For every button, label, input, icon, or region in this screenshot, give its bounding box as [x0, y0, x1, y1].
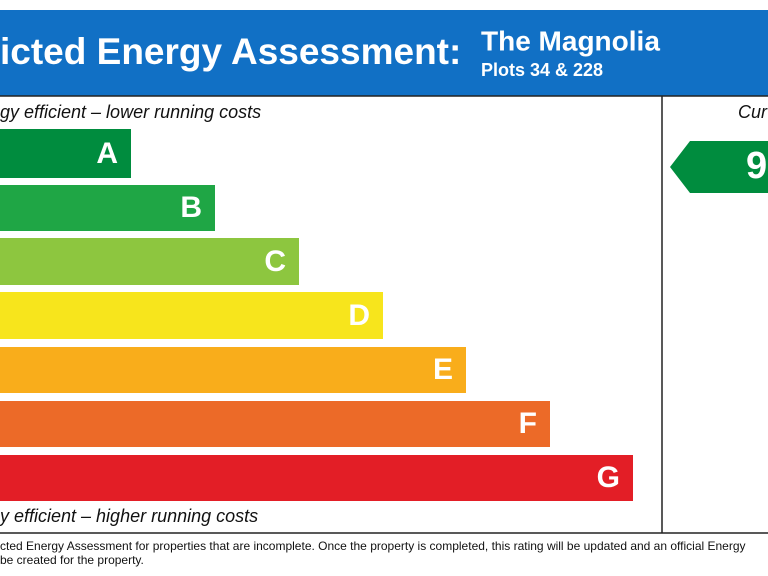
footer-line: cted Energy Assessment for properties th…: [0, 539, 746, 553]
current-arrow: [670, 141, 768, 193]
band-bar: [0, 185, 215, 231]
band-letter: E: [433, 353, 453, 386]
header-band: [0, 10, 768, 96]
band-bar: [0, 347, 466, 393]
top-label: gy efficient – lower running costs: [0, 102, 261, 122]
band-bar: [0, 401, 550, 447]
band-letter: F: [519, 407, 537, 440]
band-bar: [0, 129, 131, 178]
band-letter: A: [96, 137, 118, 170]
band-letter: C: [264, 245, 286, 278]
plots: Plots 34 & 228: [481, 60, 603, 80]
band-bar: [0, 292, 383, 339]
header-title: icted Energy Assessment:: [0, 31, 461, 72]
bottom-label: y efficient – higher running costs: [0, 506, 258, 526]
footer-line: be created for the property.: [0, 553, 144, 567]
band-letter: B: [180, 191, 202, 224]
development-name: The Magnolia: [481, 25, 660, 56]
current-heading: Cur: [738, 102, 768, 122]
band-bar: [0, 455, 633, 501]
current-rating: 9: [746, 145, 767, 187]
band-letter: G: [597, 461, 620, 494]
band-bar: [0, 238, 299, 285]
band-letter: D: [348, 299, 370, 332]
